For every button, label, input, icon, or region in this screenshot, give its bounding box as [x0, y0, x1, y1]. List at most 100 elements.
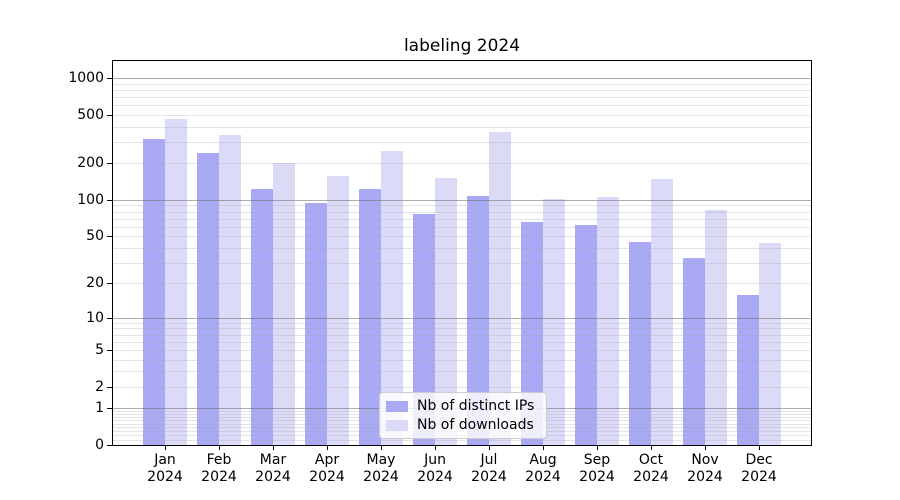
x-tick — [273, 446, 274, 450]
y-tick — [107, 236, 112, 238]
y-tick — [107, 317, 112, 319]
bar-downloads-jan — [165, 119, 187, 445]
x-tick — [759, 446, 760, 450]
legend-entry-distinct-ips: Nb of distinct IPs — [386, 398, 538, 414]
y-tick-label: 10 — [86, 309, 104, 326]
bar-distinct-ips-jun — [413, 213, 435, 445]
bar-downloads-oct — [651, 178, 673, 445]
y-tick-label: 20 — [86, 275, 104, 292]
gridline-minor — [113, 211, 811, 213]
y-tick — [107, 445, 112, 446]
gridline-minor — [113, 141, 811, 143]
gridline-minor — [113, 218, 811, 220]
x-tick — [165, 446, 166, 450]
gridline-minor — [113, 105, 811, 107]
gridline-minor — [113, 439, 811, 441]
x-tick-label: Jan 2024 — [147, 452, 183, 485]
x-tick — [543, 446, 544, 450]
chart-title: labeling 2024 — [403, 36, 521, 56]
bar-downloads-aug — [543, 199, 565, 445]
bar-downloads-may — [381, 150, 403, 445]
y-tick — [107, 283, 112, 285]
bar-distinct-ips-feb — [197, 152, 219, 445]
gridline-minor — [113, 83, 811, 85]
y-tick — [107, 408, 112, 410]
y-tick — [107, 114, 112, 116]
x-tick — [327, 446, 328, 450]
gridline-minor — [113, 163, 811, 165]
bar-downloads-jul — [489, 131, 511, 445]
bar-distinct-ips-jan — [143, 138, 165, 445]
legend-swatch-downloads — [386, 419, 408, 431]
gridline-major — [113, 317, 811, 319]
y-tick-label: 1000 — [68, 70, 104, 86]
gridline-minor — [113, 386, 811, 388]
x-tick-label: Nov 2024 — [687, 452, 723, 485]
gridline-minor — [113, 226, 811, 228]
bar-distinct-ips-apr — [305, 202, 327, 445]
gridline-minor — [113, 334, 811, 336]
gridline-minor — [113, 262, 811, 264]
x-tick-label: May 2024 — [363, 452, 399, 485]
bar-distinct-ips-may — [359, 188, 381, 445]
bar-distinct-ips-aug — [521, 222, 543, 445]
legend-label-downloads: Nb of downloads — [417, 417, 534, 433]
y-tick — [107, 199, 112, 201]
bar-distinct-ips-mar — [251, 188, 273, 445]
legend-label-distinct-ips: Nb of distinct IPs — [417, 398, 535, 414]
gridline-minor — [113, 247, 811, 249]
x-tick-label: Dec 2024 — [741, 452, 777, 485]
y-tick-label: 1 — [95, 400, 104, 417]
y-tick-label: 0 — [95, 437, 104, 453]
x-tick — [597, 446, 598, 450]
gridline-minor — [113, 349, 811, 351]
x-tick — [435, 446, 436, 450]
y-tick — [107, 349, 112, 351]
gridline-minor — [113, 283, 811, 285]
bar-distinct-ips-dec — [737, 294, 759, 445]
gridline-minor — [113, 236, 811, 238]
x-tick — [489, 446, 490, 450]
gridline-minor — [113, 359, 811, 361]
y-tick-label: 200 — [77, 155, 104, 172]
y-tick-label: 5 — [95, 341, 104, 358]
gridline-minor — [113, 89, 811, 91]
bar-distinct-ips-nov — [683, 257, 705, 445]
y-tick-label: 50 — [86, 228, 104, 245]
x-tick-label: Feb 2024 — [201, 452, 237, 485]
y-tick — [107, 78, 112, 79]
y-tick-label: 100 — [77, 191, 104, 208]
gridline-minor — [113, 371, 811, 373]
gridline-minor — [113, 205, 811, 207]
x-tick-label: Mar 2024 — [255, 452, 291, 485]
x-tick-label: Jun 2024 — [417, 452, 453, 485]
plot-area — [112, 60, 812, 446]
gridline-minor — [113, 126, 811, 128]
legend-swatch-distinct-ips — [386, 400, 408, 412]
y-tick-label: 2 — [95, 378, 104, 395]
y-tick-label: 500 — [77, 106, 104, 123]
bar-downloads-apr — [327, 175, 349, 445]
y-tick — [107, 163, 112, 165]
gridline-minor — [113, 341, 811, 343]
gridline-minor — [113, 328, 811, 330]
y-tick — [107, 386, 112, 388]
x-tick — [651, 446, 652, 450]
x-tick — [381, 446, 382, 450]
x-tick — [705, 446, 706, 450]
x-tick-label: Sep 2024 — [579, 452, 615, 485]
bar-downloads-feb — [219, 135, 241, 445]
bar-distinct-ips-jul — [467, 196, 489, 445]
x-tick-label: Oct 2024 — [633, 452, 669, 485]
gridline-minor — [113, 114, 811, 116]
gridline-minor — [113, 96, 811, 98]
x-tick-label: Aug 2024 — [525, 452, 561, 485]
bar-downloads-mar — [273, 163, 295, 445]
bar-distinct-ips-oct — [629, 241, 651, 445]
legend-box: Nb of distinct IPs Nb of downloads — [379, 392, 547, 439]
bar-downloads-dec — [759, 242, 781, 445]
legend-entry-downloads: Nb of downloads — [386, 417, 538, 433]
x-tick — [219, 446, 220, 450]
x-tick-label: Apr 2024 — [309, 452, 345, 485]
